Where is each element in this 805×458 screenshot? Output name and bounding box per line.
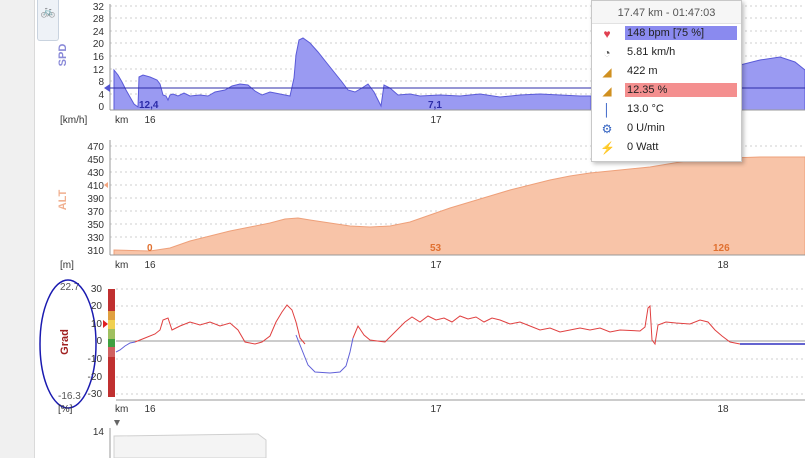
grade-tick-label: 20 (91, 301, 103, 312)
alt-marker-label: 126 (713, 243, 730, 254)
grade-line (134, 304, 306, 345)
left-panel-strip (0, 0, 35, 458)
grade-line-negative-start (115, 341, 136, 353)
alt-tick-label: 370 (87, 207, 104, 218)
speed-tick-label: 8 (98, 77, 104, 88)
speed-chart: SPD 32 28 24 20 16 12 8 4 0 12,4 7,1 [km… (57, 2, 805, 126)
grade-line-continued (352, 304, 741, 346)
speed-area (113, 37, 592, 111)
speed-marker-label: 12,4 (139, 100, 159, 111)
speed-tick-label: 0 (98, 102, 104, 113)
alt-tick-label: 330 (87, 233, 104, 244)
alt-marker-label: 53 (430, 243, 442, 254)
bottom-chart: 14 (93, 420, 267, 458)
gradient-value: 12.35 % (625, 83, 737, 97)
elevation-value: 422 m (627, 65, 658, 77)
tooltip-row-elevation: ◢ 422 m (592, 62, 741, 81)
speed-y-ticks: 32 28 24 20 16 12 8 4 0 (93, 2, 105, 113)
tooltip-row-cadence: ⚙ 0 U/min (592, 119, 741, 138)
temperature-value: 13.0 °C (627, 103, 664, 115)
speed-area-right (739, 56, 805, 111)
grade-y-ticks: 30 20 10 0 -10 -20 -30 (88, 284, 103, 400)
speed-tick-label: 28 (93, 14, 105, 25)
bottom-tick-label: 14 (93, 427, 105, 438)
alt-tick-label: 410 (87, 181, 104, 192)
speed-tick-label: 24 (93, 27, 105, 38)
thermometer-icon: │ (603, 103, 611, 117)
highlight-ellipse (39, 279, 97, 409)
speed-marker-label: 7,1 (428, 100, 442, 111)
cadence-icon: ⚙ (601, 122, 613, 136)
heart-rate-value: 148 bpm [75 %] (625, 26, 737, 40)
speed-tick-label: 12 (93, 65, 105, 76)
gradient-icon: ◢ (602, 84, 612, 98)
bottom-area (113, 433, 267, 458)
grade-max-label: 22.7 (60, 282, 80, 293)
grade-tick-label: 0 (96, 336, 102, 347)
alt-tick-label: 450 (87, 155, 104, 166)
grade-chart: 22.7 Grad -16.3 30 20 10 0 -10 -20 -30 (39, 279, 805, 415)
speed-unit-label: [km/h] (60, 115, 87, 126)
altitude-unit-label: [m] (60, 260, 74, 271)
cyclist-icon: 🚲 (40, 4, 56, 18)
grade-min-label: -16.3 (58, 391, 81, 402)
speed-x-tick: 16 (144, 115, 156, 126)
tooltip-row-speed: ◔ 5.81 km/h (592, 43, 741, 62)
grade-color-bar (108, 289, 115, 397)
speed-tick-label: 4 (98, 90, 104, 101)
cyclist-tab[interactable]: 🚲 (37, 0, 59, 41)
speedometer-icon: ◔ (603, 46, 611, 60)
grade-unit-label: [%] (58, 404, 73, 415)
alt-tick-label: 430 (87, 168, 104, 179)
alt-marker-label: 0 (147, 243, 153, 254)
grade-tick-label: -10 (88, 354, 103, 365)
altitude-axis-title: ALT (57, 189, 69, 210)
alt-tick-label: 470 (87, 142, 104, 153)
power-icon: ⚡ (600, 141, 615, 155)
alt-tick-label: 310 (87, 246, 104, 257)
tooltip-row-temperature: │ 13.0 °C (592, 100, 741, 119)
speed-tick-label: 32 (93, 2, 105, 13)
tooltip-row-heart-rate: ♥ 148 bpm [75 %] (592, 24, 741, 43)
power-value: 0 Watt (627, 141, 659, 153)
alt-tick-label: 390 (87, 194, 104, 205)
grade-line-negative (295, 334, 354, 374)
grade-tick-label: 30 (91, 284, 103, 295)
altitude-marker-arrow (104, 182, 108, 188)
speed-tick-label: 16 (93, 52, 105, 63)
alt-tick-label: 350 (87, 220, 104, 231)
altitude-x-unit: km (115, 260, 128, 271)
speed-axis-title: SPD (57, 44, 69, 67)
speed-x-tick: 17 (430, 115, 442, 126)
grade-tick-label: -20 (88, 372, 103, 383)
tooltip-row-gradient: ◢ 12.35 % (592, 81, 741, 100)
grade-x-tick: 16 (144, 404, 156, 415)
elevation-icon: ◢ (602, 65, 612, 79)
altitude-x-tick: 16 (144, 260, 156, 271)
grade-x-unit: km (115, 404, 128, 415)
cadence-value: 0 U/min (627, 122, 665, 134)
altitude-x-tick: 18 (717, 260, 729, 271)
grade-x-tick: 18 (717, 404, 729, 415)
heart-icon: ♥ (603, 27, 611, 41)
altitude-chart: ALT 470 450 430 410 390 370 350 330 310 … (57, 140, 805, 271)
altitude-x-tick: 17 (430, 260, 442, 271)
bottom-marker-arrow (114, 420, 120, 426)
tooltip-row-power: ⚡ 0 Watt (592, 138, 741, 157)
grade-axis-title: Grad (59, 329, 71, 355)
grade-marker-arrow (103, 320, 108, 328)
data-tooltip: 17.47 km - 01:47:03 ♥ 148 bpm [75 %] ◔ 5… (591, 0, 742, 162)
speed-x-unit: km (115, 115, 128, 126)
grade-x-tick: 17 (430, 404, 442, 415)
speed-value: 5.81 km/h (627, 46, 676, 58)
speed-marker-arrow (104, 84, 110, 92)
grade-tick-label: -30 (88, 389, 103, 400)
speed-tick-label: 20 (93, 39, 105, 50)
tooltip-header: 17.47 km - 01:47:03 (592, 1, 741, 24)
altitude-area (113, 156, 805, 256)
altitude-y-ticks: 470 450 430 410 390 370 350 330 310 (87, 142, 104, 257)
grade-tick-label: 10 (91, 319, 103, 330)
